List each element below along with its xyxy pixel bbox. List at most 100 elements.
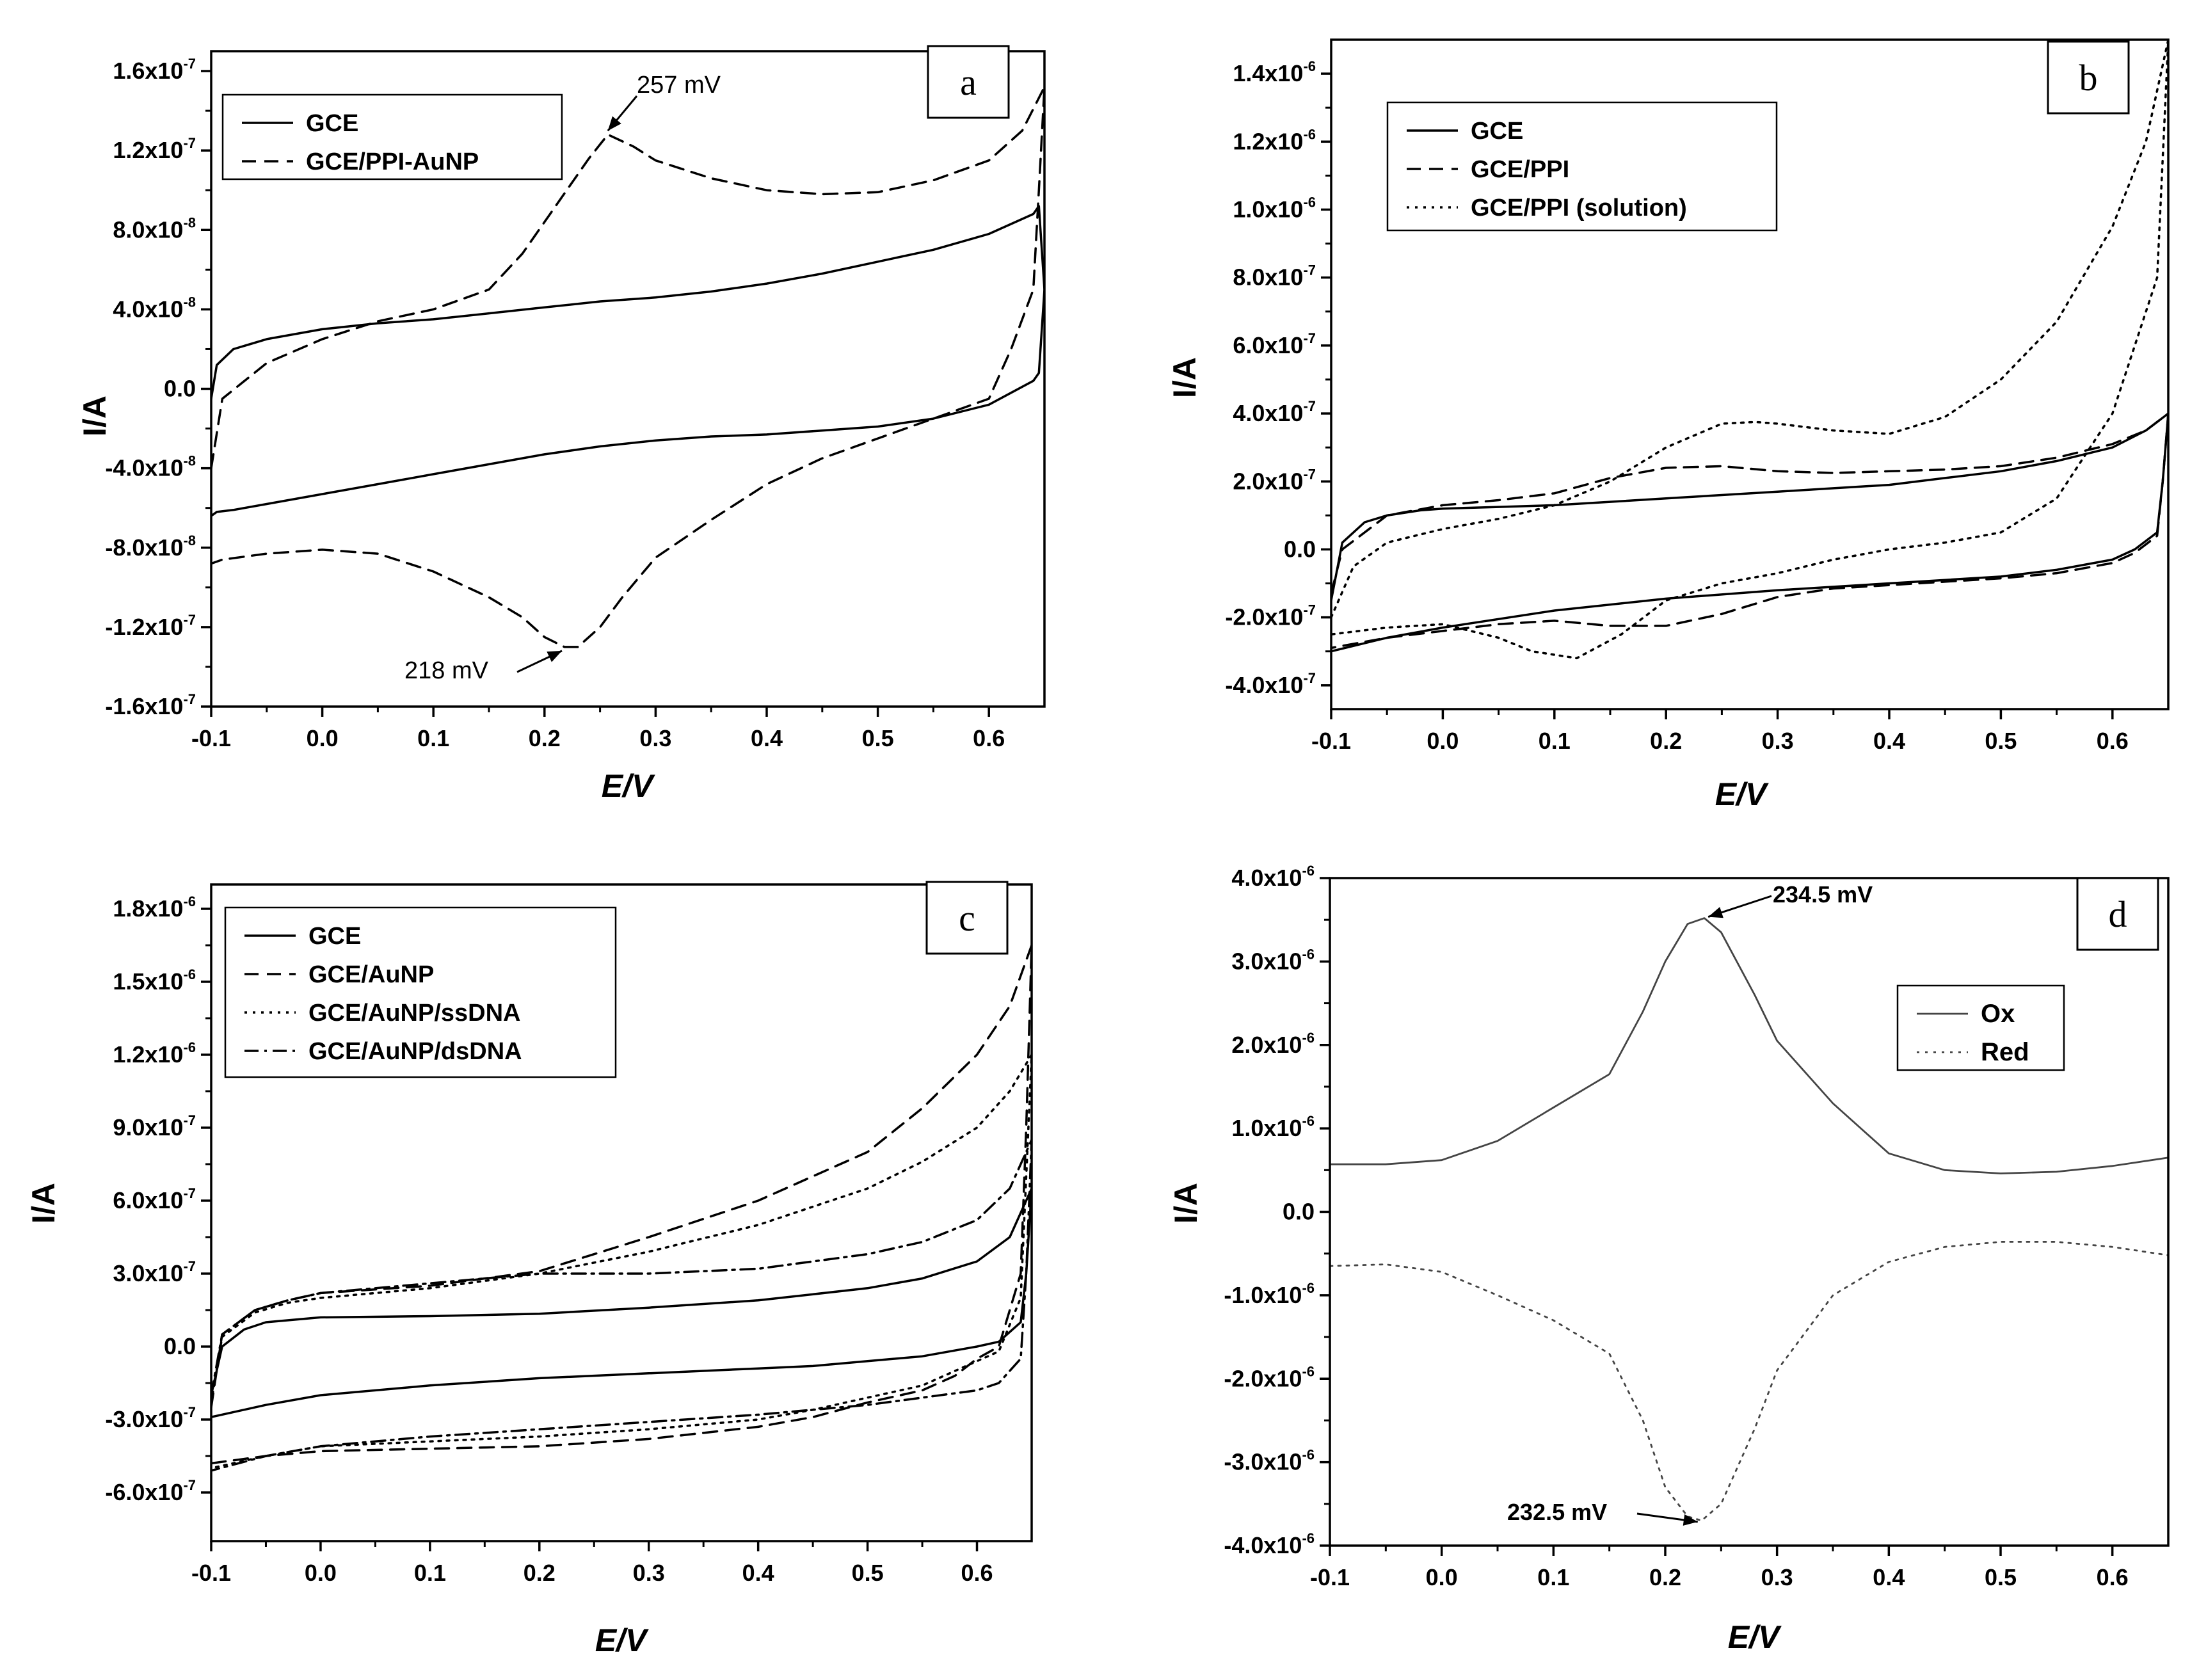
x-tick-label: 0.0	[305, 1560, 337, 1586]
y-tick-label: 1.5x10-6	[113, 966, 196, 995]
legend-box	[1386, 101, 1778, 232]
series-group	[211, 86, 1044, 648]
x-tick-label: 0.4	[742, 1560, 774, 1586]
x-tick-label: -0.1	[1310, 1564, 1350, 1590]
x-tick-label: 0.3	[1762, 728, 1794, 754]
y-tick-label: 4.0x10-6	[1231, 863, 1315, 891]
y-axis-title: I/A	[1167, 357, 1203, 398]
annotation-oxidation-peak: 257 mV	[637, 72, 721, 99]
annotation-reduction-arrow-head	[547, 650, 563, 662]
x-axis-title: E/V	[1728, 1619, 1782, 1655]
series-group	[1330, 917, 2168, 1522]
legend: GCE GCE/PPI GCE/PPI (solution)	[1386, 101, 1778, 232]
y-tick-label: 0.0	[164, 1333, 196, 1359]
x-tick-label: 0.2	[1649, 1564, 1681, 1590]
x-tick-label: 0.3	[639, 725, 671, 751]
x-tick-label: 0.4	[751, 725, 783, 751]
y-axis-title: I/A	[26, 1183, 61, 1224]
y-tick-label: -3.0x10-6	[1224, 1447, 1315, 1475]
series-group	[211, 944, 1032, 1472]
x-tick-label: 0.5	[862, 725, 894, 751]
y-tick-label: 0.0	[164, 376, 196, 402]
legend-label: GCE	[306, 110, 358, 137]
y-tick-label: 1.2x10-7	[113, 135, 196, 163]
series-line-gce	[211, 205, 1044, 517]
y-tick-label: 3.0x10-6	[1231, 946, 1315, 974]
y-tick-label: -1.6x10-7	[105, 691, 196, 719]
y-tick-label: -3.0x10-7	[105, 1404, 196, 1432]
legend-box	[1896, 984, 2065, 1071]
legend-box	[221, 93, 563, 180]
y-tick-label: -1.0x10-6	[1224, 1280, 1315, 1308]
x-tick-label: 0.4	[1873, 1564, 1905, 1590]
x-tick-label: 0.0	[307, 725, 339, 751]
y-tick-label: -4.0x10-6	[1224, 1530, 1315, 1558]
x-tick-label: 0.6	[2097, 1564, 2129, 1590]
legend-label: GCE	[1471, 118, 1523, 145]
x-tick-label: 0.6	[973, 725, 1005, 751]
x-axis-title: E/V	[602, 768, 655, 804]
panel-d: -0.1 0.0 0.1 0.2 0.3 0.4 0.5 0.6 4.0x10-6 3.0x10-…	[1168, 863, 2170, 1655]
x-tick-label: 0.4	[1873, 728, 1905, 754]
panel-letter-box	[2047, 40, 2130, 115]
y-axis-title: I/A	[77, 396, 113, 436]
y-tick-label: 4.0x10-8	[113, 294, 196, 322]
y-tick-label: 6.0x10-7	[1233, 330, 1316, 358]
x-tick-label: -0.1	[191, 725, 231, 751]
x-tick-label: 0.2	[524, 1560, 556, 1586]
annotation-oxidation-peak: 234.5 mV	[1773, 881, 1873, 908]
x-tick-label: 0.6	[961, 1560, 993, 1586]
legend-label: GCE	[308, 923, 361, 950]
annotation-oxidation-arrow-head	[607, 116, 621, 131]
annotation-oxidation-arrow-head	[1708, 907, 1723, 918]
x-tick-label: 0.0	[1427, 728, 1459, 754]
y-tick-label: -6.0x10-7	[105, 1477, 196, 1505]
panel-letter: b	[2079, 57, 2098, 99]
series-line-gce-ppi	[1331, 412, 2168, 650]
y-tick-label: 3.0x10-7	[113, 1258, 196, 1286]
x-axis-title: E/V	[595, 1622, 649, 1658]
y-tick-label: 1.6x10-7	[113, 56, 196, 84]
x-tick-label: -0.1	[191, 1560, 231, 1586]
legend-label: GCE/PPI	[1471, 156, 1569, 183]
plot-frame	[1330, 38, 2170, 710]
legend: GCE GCE/AuNP GCE/AuNP/ssDNA GCE/AuNP/dsDNA	[224, 906, 617, 1078]
legend-label: GCE/PPI (solution)	[1471, 195, 1687, 221]
x-axis-title: E/V	[1715, 776, 1769, 812]
panel-letter-box	[2076, 877, 2159, 951]
series-line-gce-aunp-ssdna	[211, 1053, 1032, 1469]
x-tick-label: 0.3	[633, 1560, 665, 1586]
x-tick-label: 0.1	[414, 1560, 446, 1586]
legend-label: GCE/PPI-AuNP	[306, 148, 479, 175]
x-tick-label: 0.5	[1985, 728, 2017, 754]
series-line-gce-aunp-dsdna	[211, 1139, 1032, 1472]
legend: GCE GCE/PPI-AuNP	[221, 93, 563, 180]
x-tick-label: 0.1	[1539, 728, 1571, 754]
series-line-ox	[1330, 917, 2168, 1174]
y-tick-label: 1.8x10-6	[113, 893, 196, 922]
y-tick-label: -1.2x10-7	[105, 612, 196, 640]
y-tick-label: -4.0x10-8	[105, 453, 196, 481]
annotation-reduction-arrow-head	[1683, 1514, 1698, 1526]
y-tick-label: -2.0x10-6	[1224, 1363, 1315, 1391]
series-group	[1331, 40, 2168, 660]
series-line-gce	[1331, 412, 2168, 653]
y-tick-label: 1.4x10-6	[1233, 58, 1316, 86]
panel-letter: d	[2109, 893, 2127, 935]
y-axis-title: I/A	[1168, 1183, 1204, 1224]
x-tick-label: 0.5	[852, 1560, 884, 1586]
y-tick-label: 1.0x10-6	[1233, 194, 1316, 222]
series-line-red	[1330, 1241, 2168, 1522]
x-tick-label: 0.0	[1426, 1564, 1458, 1590]
panel-letter-box	[927, 45, 1010, 119]
panel-c: -0.1 0.0 0.1 0.2 0.3 0.4 0.5 0.6 1.8x10-6 1.5x10-…	[26, 881, 1033, 1658]
y-tick-label: 2.0x10-6	[1231, 1030, 1315, 1058]
x-tick-label: 0.3	[1761, 1564, 1793, 1590]
y-tick-label: 1.2x10-6	[113, 1039, 196, 1068]
panel-a: -0.1 0.0 0.1 0.2 0.3 0.4 0.5 0.6 1.6x10-7 1.2x10-…	[77, 45, 1046, 804]
x-tick-label: -0.1	[1311, 728, 1351, 754]
y-tick-label: 2.0x10-7	[1233, 466, 1316, 494]
x-tick-label: 0.6	[2097, 728, 2129, 754]
